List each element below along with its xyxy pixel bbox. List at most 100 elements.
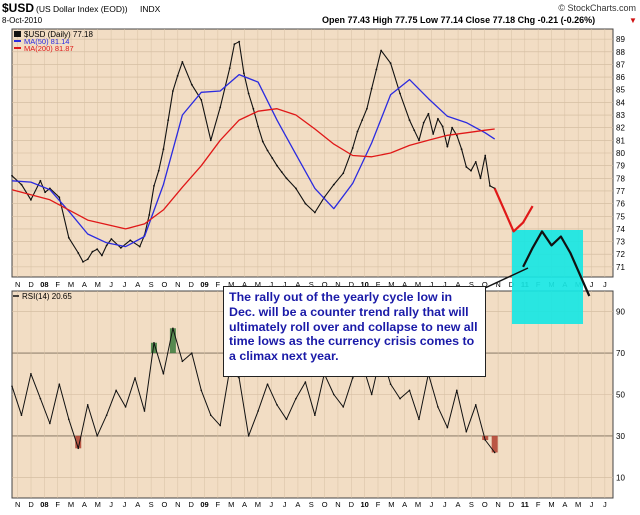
price-y-tick: 80 — [616, 149, 625, 158]
x-tick-price: D — [188, 280, 194, 289]
rsi-point — [465, 430, 468, 433]
x-tick-price: S — [469, 280, 474, 289]
price-point — [470, 169, 472, 172]
rsi-point — [96, 435, 98, 437]
rsi-point — [30, 373, 32, 375]
price-point — [455, 134, 458, 137]
quote-line: Open 77.43 High 77.75 Low 77.14 Close 77… — [322, 15, 595, 25]
price-point — [44, 191, 47, 194]
price-point — [238, 40, 241, 43]
x-tick-price: O — [162, 280, 168, 289]
rsi-point — [351, 377, 354, 379]
price-point — [276, 164, 278, 167]
x-tick-price: M — [388, 280, 394, 289]
x-tick-price: O — [322, 280, 328, 289]
price-y-tick: 75 — [616, 212, 625, 221]
x-tick-rsi: D — [509, 500, 515, 509]
x-tick-rsi: M — [228, 500, 234, 509]
price-point — [119, 246, 122, 249]
price-point — [67, 236, 70, 239]
x-tick-rsi: D — [349, 500, 355, 509]
rsi-y-tick: 90 — [616, 308, 625, 317]
price-y-tick: 71 — [616, 263, 625, 272]
rsi-point — [153, 341, 155, 344]
price-point — [228, 67, 231, 70]
rsi-point — [200, 389, 203, 392]
price-y-tick: 85 — [616, 86, 625, 95]
x-tick-price: M — [68, 280, 74, 289]
price-point — [261, 140, 264, 143]
rsi-point — [285, 418, 288, 421]
rsi-point — [493, 451, 496, 454]
price-point — [20, 183, 23, 186]
price-y-tick: 89 — [616, 35, 625, 44]
rsi-point — [49, 422, 51, 425]
price-point — [129, 239, 132, 242]
x-tick-rsi: M — [575, 500, 581, 509]
x-tick-price: N — [15, 280, 20, 289]
price-point — [479, 177, 482, 180]
price-point — [351, 147, 354, 149]
rsi-point — [39, 397, 42, 400]
chart-name: (US Dollar Index (EOD)) — [36, 4, 128, 14]
x-tick-rsi: D — [28, 500, 34, 509]
price-point — [105, 244, 108, 247]
rsi-point — [314, 414, 316, 417]
x-tick-rsi: J — [443, 500, 447, 509]
rsi-point — [67, 418, 70, 421]
price-y-tick-labels: 71 72 73 74 75 76 77 78 79 80 81 82 83 84 85 86 87 88 89 — [616, 35, 625, 272]
price-point — [427, 112, 430, 115]
rsi-point — [191, 352, 193, 354]
rsi-point — [238, 377, 240, 379]
x-tick-price: F — [376, 280, 381, 289]
x-tick-rsi: A — [402, 500, 407, 509]
x-tick-price: M — [255, 280, 261, 289]
x-tick-rsi: M — [95, 500, 101, 509]
annotation-pointer — [484, 267, 529, 289]
x-tick-rsi: O — [322, 500, 328, 509]
rsi-point — [115, 389, 117, 392]
price-point — [295, 187, 297, 190]
price-point — [101, 254, 103, 257]
rsi-point — [11, 385, 13, 388]
price-point — [313, 211, 316, 214]
x-tick-rsi: 08 — [40, 500, 48, 509]
x-tick-rsi: A — [456, 500, 461, 509]
price-point — [157, 169, 160, 172]
legend-ma50: MA(50) 81.14 — [24, 37, 69, 46]
watermark: © StockCharts.com — [558, 3, 636, 13]
price-y-tick: 81 — [616, 136, 625, 145]
series-ma200 — [11, 108, 495, 230]
price-y-tick: 79 — [616, 162, 625, 171]
x-tick-price: J — [269, 280, 273, 289]
chart-date: 8-Oct-2010 — [2, 16, 43, 25]
rsi-point — [266, 383, 269, 385]
rsi-point — [181, 360, 184, 363]
rsi-y-tick-labels: 10 30 50 70 90 — [616, 308, 625, 483]
x-tick-rsi: M — [68, 500, 74, 509]
price-point — [408, 119, 411, 122]
x-tick-rsi: J — [109, 500, 113, 509]
rsi-y-tick: 30 — [616, 432, 625, 441]
x-tick-rsi: J — [603, 500, 607, 509]
series-ma50 — [11, 73, 496, 248]
x-tick-price: J — [123, 280, 127, 289]
rsi-point — [370, 393, 373, 396]
rsi-point — [143, 410, 146, 412]
x-tick-rsi: N — [335, 500, 340, 509]
price-point — [110, 238, 113, 240]
price-point — [257, 125, 259, 128]
price-point — [30, 198, 32, 201]
x-tick-price: A — [456, 280, 461, 289]
x-tick-labels: NNDD0808FFMMAAMMJJJJAASSOONNDD0909FFMMAA… — [15, 280, 607, 509]
x-tick-rsi: 10 — [360, 500, 368, 509]
price-point — [58, 196, 61, 199]
x-tick-rsi: S — [469, 500, 474, 509]
price-point — [484, 154, 487, 157]
price-point — [11, 174, 13, 177]
rsi-point — [295, 397, 297, 400]
price-point — [413, 129, 416, 132]
price-y-tick: 74 — [616, 225, 625, 234]
rsi-point — [332, 393, 335, 396]
